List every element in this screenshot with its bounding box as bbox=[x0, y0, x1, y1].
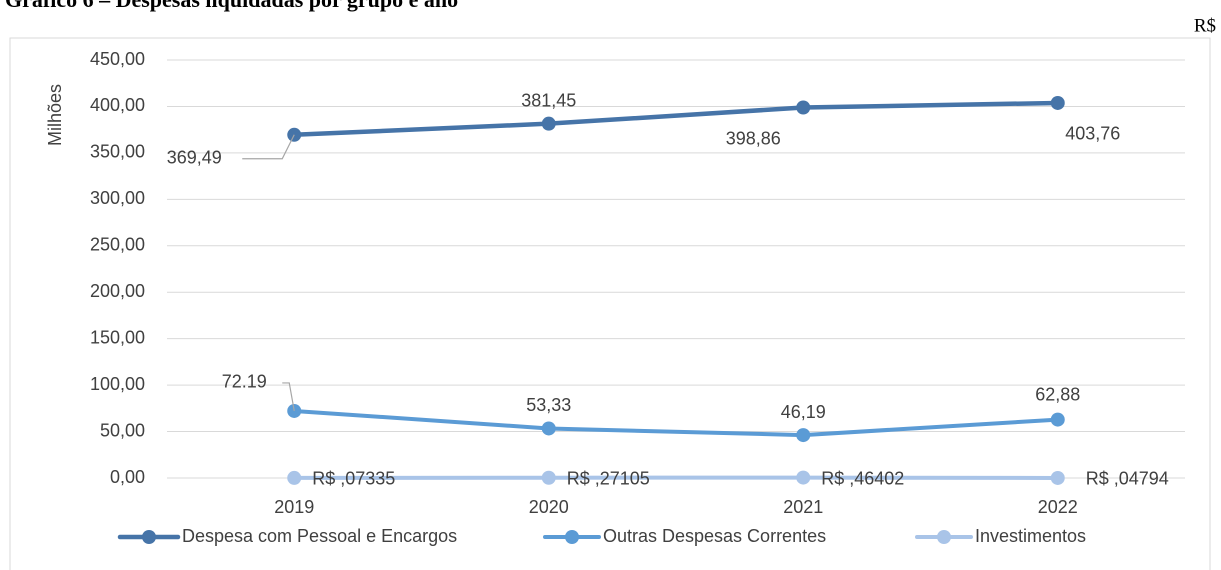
y-tick-label: 250,00 bbox=[90, 235, 145, 255]
chart-border bbox=[9, 37, 1211, 570]
leader-line bbox=[242, 134, 295, 160]
y-tick-label: 400,00 bbox=[90, 95, 145, 115]
data-point bbox=[541, 421, 556, 436]
y-tick-label: 350,00 bbox=[90, 142, 145, 162]
y-tick-label: 0,00 bbox=[110, 467, 145, 487]
data-label: 72.19 bbox=[222, 372, 267, 392]
legend-marker bbox=[565, 530, 579, 544]
y-tick-label: 450,00 bbox=[90, 49, 145, 69]
x-tick-label: 2021 bbox=[783, 497, 823, 517]
y-tick-label: 300,00 bbox=[90, 188, 145, 208]
y-tick-label: 200,00 bbox=[90, 281, 145, 301]
data-label: R$ ,07335 bbox=[312, 469, 395, 489]
data-point bbox=[541, 116, 556, 131]
y-tick-label: 150,00 bbox=[90, 327, 145, 347]
unit-label: R$ bbox=[1194, 15, 1216, 36]
data-point bbox=[796, 470, 811, 485]
y-axis-label: Milhões bbox=[45, 84, 65, 146]
legend-marker bbox=[937, 530, 951, 544]
data-point bbox=[287, 470, 302, 485]
legend-label: Outras Despesas Correntes bbox=[603, 526, 826, 546]
y-tick-label: 100,00 bbox=[90, 374, 145, 394]
data-point bbox=[541, 470, 556, 485]
legend-marker bbox=[142, 530, 156, 544]
data-point bbox=[1050, 470, 1065, 485]
data-point bbox=[796, 428, 811, 443]
leader-line bbox=[282, 382, 295, 412]
data-label: 46,19 bbox=[781, 402, 826, 422]
x-tick-label: 2019 bbox=[274, 497, 314, 517]
data-label: 53,33 bbox=[526, 395, 571, 415]
legend-label: Investimentos bbox=[975, 526, 1086, 546]
data-label: 369,49 bbox=[167, 148, 222, 168]
series-line bbox=[292, 408, 1060, 438]
x-tick-label: 2022 bbox=[1038, 497, 1078, 517]
data-label: R$ ,46402 bbox=[821, 468, 904, 488]
data-label: R$ ,27105 bbox=[567, 468, 650, 488]
data-label: 381,45 bbox=[521, 90, 576, 110]
data-label: 62,88 bbox=[1035, 384, 1080, 404]
legend-label: Despesa com Pessoal e Encargos bbox=[182, 526, 457, 546]
data-point bbox=[796, 100, 811, 115]
series-line bbox=[292, 100, 1060, 138]
data-label: 403,76 bbox=[1065, 124, 1120, 144]
y-tick-label: 50,00 bbox=[100, 420, 145, 440]
data-point bbox=[1050, 412, 1065, 427]
data-point bbox=[1050, 95, 1065, 110]
chart-title: Gráfico 6 – Despesas liquidadas por grup… bbox=[5, 0, 458, 12]
data-label: 398,86 bbox=[726, 128, 781, 148]
x-tick-label: 2020 bbox=[529, 497, 569, 517]
data-label: R$ ,04794 bbox=[1086, 469, 1169, 489]
